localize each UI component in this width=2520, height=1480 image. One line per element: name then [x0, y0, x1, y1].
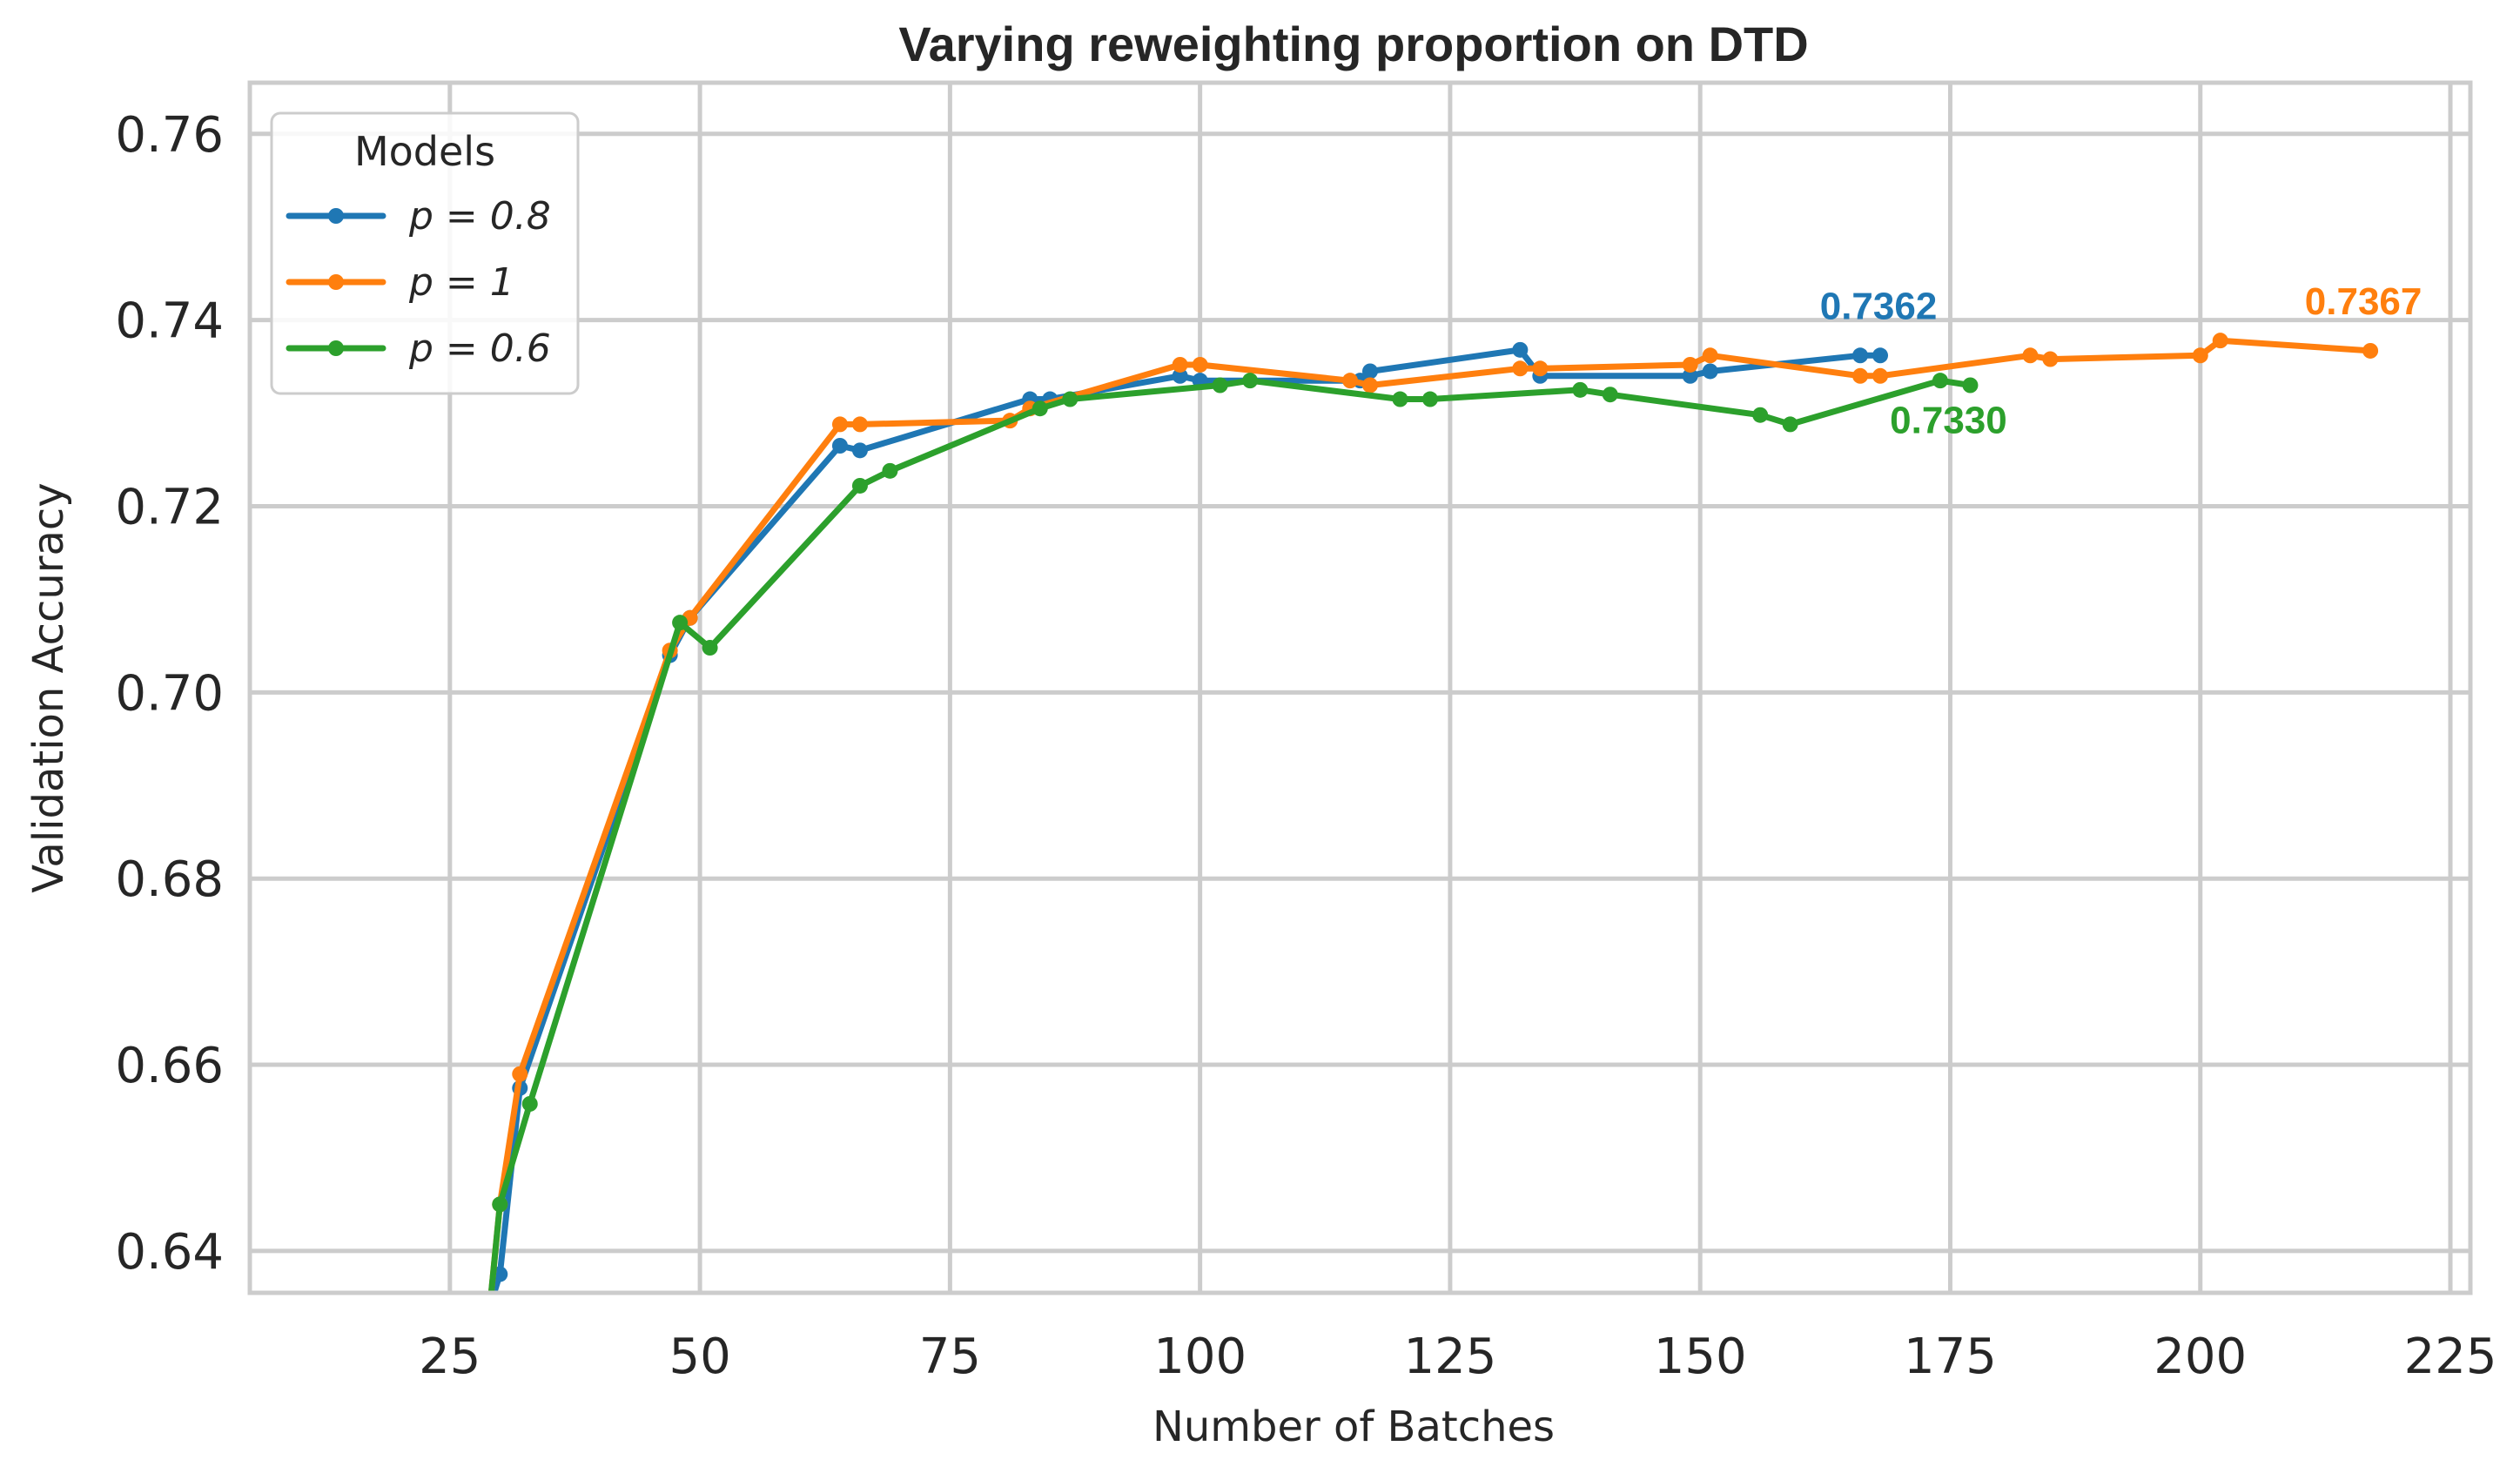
- data-point: [1682, 367, 1698, 384]
- data-point: [882, 462, 898, 479]
- data-point: [2212, 333, 2228, 349]
- y-tick-label: 0.64: [115, 1224, 224, 1281]
- value-annotation: 0.7367: [2305, 280, 2423, 323]
- data-point: [702, 640, 718, 656]
- value-annotation: 0.7330: [1890, 400, 2007, 442]
- data-point: [512, 1066, 528, 1082]
- plot-frame: [247, 80, 2473, 1295]
- legend: Models p = 0.8 p = 1 p = 0.6: [270, 111, 580, 395]
- data-point: [1702, 347, 1718, 364]
- legend-swatch-marker: [328, 340, 344, 356]
- data-point: [672, 615, 689, 631]
- data-point: [492, 1196, 508, 1213]
- legend-entries: p = 0.8 p = 1 p = 0.6: [286, 194, 551, 371]
- y-tick-label: 0.66: [115, 1038, 224, 1094]
- data-point: [1342, 373, 1359, 389]
- x-tick-label: 50: [669, 1329, 730, 1385]
- grid: [250, 83, 2470, 1293]
- data-point: [1361, 363, 1378, 380]
- y-tick-label: 0.74: [115, 293, 224, 350]
- x-tick-labels: 25 50 75 100 125 150 175 200 225: [419, 1329, 2496, 1385]
- legend-label: p = 1: [408, 260, 514, 305]
- data-point: [831, 416, 848, 433]
- data-point: [1872, 367, 1889, 384]
- x-tick-label: 150: [1654, 1329, 1747, 1385]
- plot-area: [247, 80, 2473, 1295]
- data-point: [2362, 342, 2379, 359]
- data-point: [1192, 356, 1208, 373]
- data-point: [1962, 377, 1979, 394]
- data-point: [2042, 351, 2059, 367]
- series-layer: [487, 333, 2379, 1293]
- legend-entry: p = 0.6: [286, 326, 551, 371]
- legend-swatch-marker: [328, 208, 344, 224]
- x-tick-label: 125: [1403, 1329, 1496, 1385]
- x-tick-label: 175: [1904, 1329, 1997, 1385]
- x-tick-label: 75: [919, 1329, 981, 1385]
- data-point: [851, 442, 868, 459]
- data-point: [1682, 356, 1698, 373]
- data-point: [1852, 347, 1869, 364]
- data-point: [2192, 347, 2208, 364]
- data-point: [1392, 391, 1408, 407]
- data-point: [521, 1095, 538, 1112]
- legend-entry: p = 0.8: [286, 194, 551, 239]
- legend-label: p = 0.6: [408, 326, 551, 371]
- data-point: [1212, 377, 1228, 394]
- x-tick-label: 100: [1153, 1329, 1247, 1385]
- data-point: [1782, 416, 1798, 433]
- legend-entry: p = 1: [286, 260, 514, 305]
- data-point: [1872, 347, 1889, 364]
- data-point: [2022, 347, 2039, 364]
- series-p-0-6: [487, 373, 1979, 1293]
- data-point: [1572, 381, 1589, 398]
- x-tick-label: 225: [2404, 1329, 2497, 1385]
- data-point: [1032, 400, 1048, 417]
- y-tick-label: 0.68: [115, 851, 224, 908]
- data-point: [1512, 341, 1529, 358]
- y-tick-label: 0.76: [115, 107, 224, 164]
- y-axis-label: Validation Accuracy: [24, 482, 73, 892]
- x-tick-label: 25: [419, 1329, 480, 1385]
- chart-title: Varying reweighting proportion on DTD: [898, 17, 1808, 71]
- data-point: [1512, 360, 1529, 377]
- data-point: [1361, 377, 1378, 394]
- data-point: [1421, 391, 1438, 407]
- data-point: [1172, 367, 1188, 384]
- data-point: [1702, 363, 1718, 380]
- legend-label: p = 0.8: [408, 194, 551, 239]
- data-point: [851, 477, 868, 494]
- data-point: [1852, 367, 1869, 384]
- data-point: [1532, 360, 1549, 377]
- x-axis-label: Number of Batches: [1152, 1403, 1555, 1451]
- data-point: [1602, 387, 1618, 403]
- data-point: [851, 416, 868, 433]
- legend-box: [270, 111, 580, 395]
- x-tick-label: 200: [2154, 1329, 2247, 1385]
- data-point: [1752, 407, 1769, 423]
- legend-title: Models: [354, 128, 495, 175]
- data-point: [1062, 391, 1079, 407]
- y-tick-label: 0.70: [115, 665, 224, 722]
- value-annotation: 0.7362: [1820, 285, 1938, 327]
- data-point: [831, 438, 848, 454]
- data-point: [1242, 373, 1259, 389]
- value-annotations: 0.7362 0.7367 0.7330: [1820, 280, 2423, 442]
- legend-swatch-marker: [328, 274, 344, 290]
- y-tick-labels: 0.64 0.66 0.68 0.70 0.72 0.74 0.76: [115, 107, 224, 1281]
- y-tick-label: 0.72: [115, 480, 224, 536]
- data-point: [1932, 373, 1948, 389]
- data-point: [1172, 356, 1188, 373]
